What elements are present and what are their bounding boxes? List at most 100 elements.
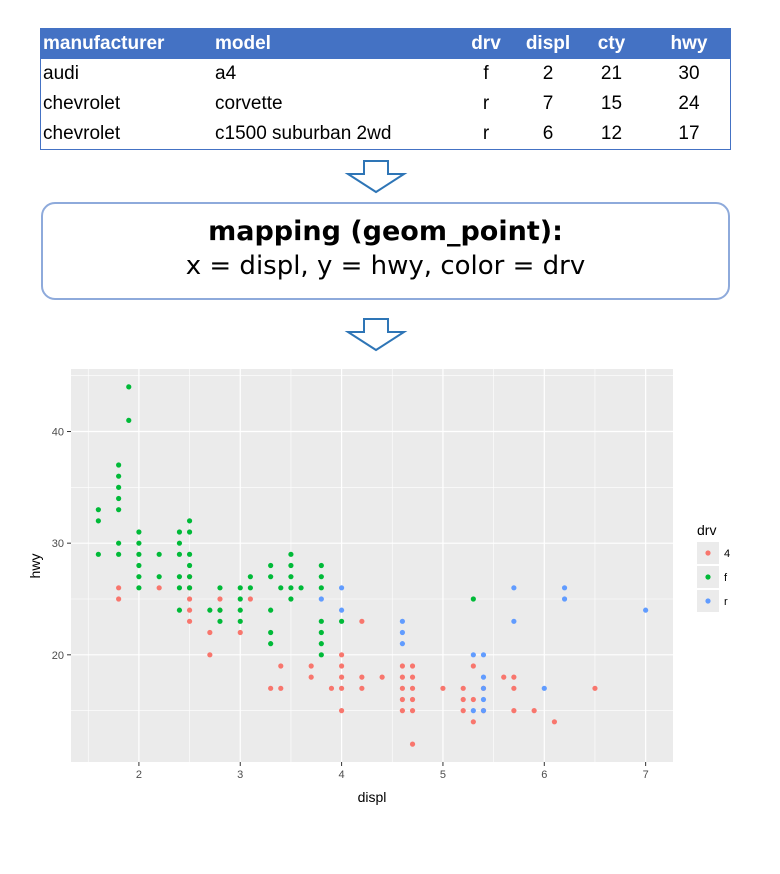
data-point-4: [460, 696, 466, 703]
data-point-f: [116, 484, 122, 490]
data-point-f: [95, 518, 101, 524]
column-header: manufacturer: [43, 33, 165, 54]
column-header: displ: [525, 33, 571, 54]
data-point-r: [541, 685, 547, 691]
y-tick-label: 40: [52, 427, 64, 439]
down-arrow-icon: [344, 318, 408, 352]
data-point-r: [480, 696, 487, 703]
data-point-r: [511, 618, 517, 624]
data-point-4: [409, 696, 416, 703]
data-point-4: [399, 708, 406, 714]
data-point-4: [338, 708, 345, 714]
data-point-f: [247, 574, 253, 580]
data-point-4: [156, 585, 162, 591]
column-header: model: [215, 33, 271, 54]
data-point-f: [176, 540, 183, 546]
data-point-f: [186, 529, 193, 535]
data-point-4: [592, 685, 598, 691]
table-cell: 17: [678, 123, 700, 144]
data-point-4: [186, 607, 193, 613]
data-point-f: [247, 585, 253, 591]
x-tick-label: 6: [541, 769, 547, 781]
data-point-4: [207, 652, 213, 658]
data-point-4: [409, 685, 416, 691]
y-tick-label: 20: [52, 650, 64, 662]
data-point-4: [501, 674, 507, 680]
table-cell: 30: [678, 63, 700, 84]
data-point-f: [288, 585, 294, 591]
data-point-f: [136, 540, 142, 546]
table-cell: chevrolet: [43, 93, 121, 114]
data-point-f: [288, 562, 294, 569]
data-point-f: [237, 596, 243, 602]
data-point-4: [409, 663, 416, 669]
data-point-4: [359, 618, 365, 624]
data-point-4: [511, 708, 517, 714]
data-point-f: [288, 574, 294, 580]
data-point-4: [237, 629, 243, 636]
data-point-4: [551, 719, 558, 725]
data-point-f: [186, 518, 193, 524]
column-header: drv: [471, 33, 501, 54]
data-point-f: [176, 607, 183, 613]
table-cell: 15: [600, 93, 623, 114]
data-point-4: [409, 741, 416, 747]
table-cell: r: [482, 123, 490, 144]
data-point-4: [308, 674, 314, 680]
data-point-f: [126, 417, 132, 423]
data-point-f: [116, 462, 122, 468]
data-point-4: [268, 685, 274, 691]
x-tick-label: 3: [237, 769, 243, 781]
mapping-formula: x = displ, y = hwy, color = drv: [185, 251, 586, 281]
data-point-r: [399, 641, 406, 647]
mapping-box: mapping (geom_point): x = displ, y = hwy…: [41, 202, 730, 300]
data-point-4: [460, 708, 466, 714]
data-point-4: [116, 585, 122, 591]
data-point-f: [176, 551, 183, 557]
data-point-4: [399, 663, 406, 669]
data-point-f: [136, 551, 142, 557]
column-header: cty: [597, 33, 626, 54]
data-point-f: [116, 507, 122, 513]
data-point-f: [156, 551, 162, 557]
data-point-4: [440, 685, 446, 691]
data-point-f: [186, 562, 193, 569]
data-point-4: [338, 674, 345, 680]
data-point-r: [480, 685, 487, 691]
table-cell: f: [483, 63, 489, 84]
table-cell: audi: [43, 63, 79, 84]
data-point-4: [186, 596, 193, 602]
data-point-f: [217, 618, 223, 624]
data-point-f: [116, 495, 122, 502]
data-point-f: [116, 551, 122, 557]
legend-marker: [705, 550, 711, 556]
data-point-f: [470, 596, 476, 602]
table-cell: a4: [215, 63, 237, 84]
x-tick-label: 2: [136, 769, 142, 781]
major-gridlines: [71, 369, 673, 762]
data-point-f: [318, 585, 324, 591]
data-point-f: [318, 574, 324, 580]
data-point-f: [126, 384, 132, 390]
data-point-4: [399, 674, 406, 680]
data-point-f: [298, 585, 304, 591]
data-point-4: [338, 652, 345, 658]
down-arrow-icon: [344, 160, 408, 194]
data-point-r: [511, 585, 517, 591]
data-point-4: [116, 596, 122, 602]
plot-panel: [71, 369, 673, 762]
data-point-f: [186, 574, 193, 580]
data-point-r: [643, 607, 649, 613]
data-point-f: [95, 507, 101, 513]
data-point-r: [338, 585, 345, 591]
table-row: chevrolet corvette r 7 15 24: [41, 89, 730, 119]
data-point-4: [470, 719, 476, 725]
table-row: audi a4 f 2 21 30: [41, 59, 730, 89]
data-point-r: [399, 629, 406, 636]
data-point-f: [156, 574, 162, 580]
data-point-4: [460, 685, 466, 691]
data-point-f: [268, 574, 274, 580]
data-point-r: [480, 708, 487, 714]
data-point-f: [268, 641, 274, 647]
data-point-4: [511, 685, 517, 691]
